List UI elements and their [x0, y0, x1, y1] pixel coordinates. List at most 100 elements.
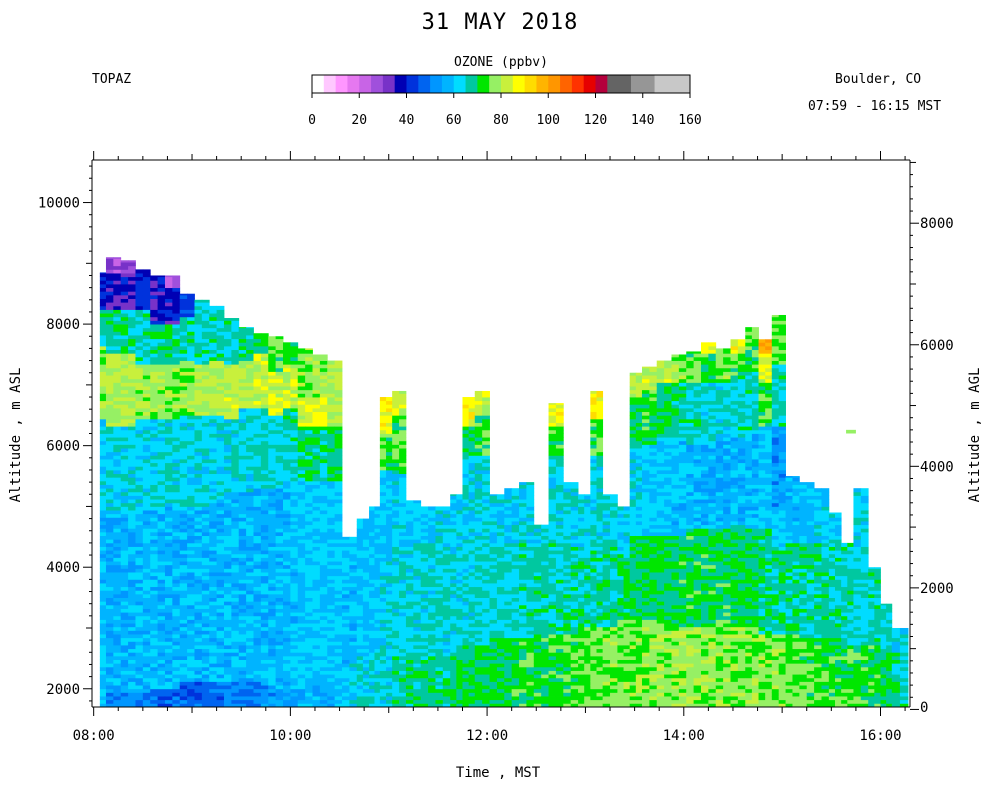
heatmap-cell [283, 422, 291, 427]
heatmap-cell [405, 550, 414, 555]
heatmap-cell [428, 685, 436, 690]
heatmap-cell [157, 524, 166, 529]
heatmap-cell [142, 685, 151, 690]
heatmap-cell [456, 546, 463, 551]
heatmap-cell [374, 663, 381, 668]
heatmap-cell [246, 393, 254, 398]
heatmap-cell [135, 513, 144, 518]
heatmap-cell [179, 502, 188, 507]
heatmap-cell [209, 513, 218, 518]
heatmap-cell [260, 699, 269, 704]
heatmap-cell [386, 433, 393, 438]
heatmap-cell [194, 652, 203, 657]
heatmap-cell [275, 393, 284, 398]
heatmap-cell [216, 400, 225, 405]
heatmap-cell [305, 677, 313, 682]
heatmap-cell [253, 418, 262, 423]
heatmap-cell [468, 484, 476, 489]
heatmap-cell [142, 681, 151, 686]
heatmap-cell [179, 459, 188, 464]
heatmap-cell [142, 619, 151, 624]
heatmap-cell [157, 407, 166, 413]
heatmap-cell [468, 437, 476, 442]
heatmap-cell [253, 550, 262, 555]
heatmap-cell [238, 418, 247, 423]
heatmap-cell [157, 345, 166, 351]
heatmap-cell [319, 652, 328, 657]
heatmap-cell [99, 393, 107, 398]
heatmap-cell [231, 572, 240, 577]
heatmap-cell [187, 342, 195, 347]
heatmap-cell [474, 677, 483, 682]
heatmap-cell [327, 579, 336, 584]
heatmap-cell [462, 677, 470, 682]
heatmap-cell [468, 586, 476, 591]
heatmap-cell [413, 703, 422, 708]
heatmap-cell [157, 659, 166, 664]
heatmap-cell [150, 477, 158, 482]
heatmap-cell [334, 553, 343, 558]
heatmap-cell [312, 488, 321, 493]
heatmap-cell [342, 536, 350, 540]
heatmap-cell [172, 593, 181, 598]
heatmap-cell [334, 568, 343, 573]
heatmap-cell [216, 634, 225, 639]
heatmap-cell [105, 524, 114, 529]
heatmap-cell [135, 659, 144, 664]
heatmap-cell [468, 645, 476, 650]
heatmap-cell [334, 666, 343, 671]
heatmap-cell [105, 703, 114, 708]
heatmap-cell [120, 378, 129, 383]
heatmap-cell [99, 703, 107, 708]
heatmap-cell [113, 586, 122, 591]
heatmap-cell [275, 336, 284, 340]
heatmap-cell [462, 681, 470, 686]
heatmap-cell [275, 583, 284, 588]
heatmap-cell [260, 404, 269, 409]
heatmap-cell [386, 575, 393, 580]
heatmap-cell [164, 535, 173, 540]
heatmap-cell [187, 666, 195, 671]
heatmap-cell [275, 615, 284, 620]
heatmap-cell [238, 586, 247, 591]
heatmap-cell [253, 404, 262, 409]
heatmap-cell [420, 513, 429, 518]
heatmap-cell [135, 495, 144, 500]
heatmap-cell [253, 459, 262, 464]
heatmap-cell [150, 488, 158, 493]
heatmap-cell [342, 575, 350, 580]
heatmap-cell [150, 546, 158, 551]
heatmap-cell [349, 637, 358, 642]
heatmap-cell [283, 517, 291, 522]
heatmap-cell [128, 364, 136, 369]
heatmap-cell [442, 692, 451, 697]
heatmap-cell [374, 615, 381, 620]
heatmap-cell [283, 670, 291, 675]
heatmap-cell [201, 411, 210, 416]
heatmap-cell [379, 407, 387, 413]
heatmap-cell [260, 601, 269, 606]
heatmap-cell [399, 480, 407, 485]
heatmap-cell [334, 677, 343, 682]
heatmap-cell [399, 593, 407, 598]
heatmap-cell [319, 535, 328, 540]
heatmap-cell [135, 327, 144, 332]
heatmap-cell [223, 371, 232, 376]
heatmap-cell [468, 655, 476, 660]
heatmap-cell [113, 433, 122, 438]
heatmap-cell [120, 593, 129, 598]
heatmap-cell [275, 550, 284, 555]
heatmap-cell [386, 513, 393, 518]
heatmap-cell [194, 531, 203, 537]
heatmap-cell [319, 539, 328, 544]
heatmap-cell [194, 356, 203, 361]
heatmap-cell [290, 378, 299, 383]
heatmap-cell [194, 371, 203, 376]
heatmap-cell [179, 404, 188, 409]
heatmap-cell [105, 641, 114, 646]
heatmap-cell [150, 608, 158, 613]
heatmap-cell [327, 659, 336, 664]
heatmap-cell [128, 260, 136, 263]
heatmap-cell [312, 429, 321, 434]
heatmap-cell [105, 335, 114, 340]
